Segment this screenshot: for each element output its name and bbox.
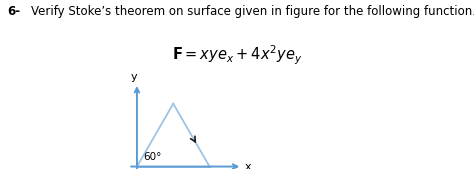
Text: x: x — [245, 162, 251, 169]
Text: Verify Stoke’s theorem on surface given in figure for the following function. (2: Verify Stoke’s theorem on surface given … — [31, 5, 474, 18]
Text: 60°: 60° — [144, 152, 162, 162]
Text: 6-: 6- — [7, 5, 20, 18]
Text: y: y — [131, 72, 137, 82]
Text: $\mathbf{F} = xye_x + 4x^2ye_y$: $\mathbf{F} = xye_x + 4x^2ye_y$ — [172, 44, 302, 67]
